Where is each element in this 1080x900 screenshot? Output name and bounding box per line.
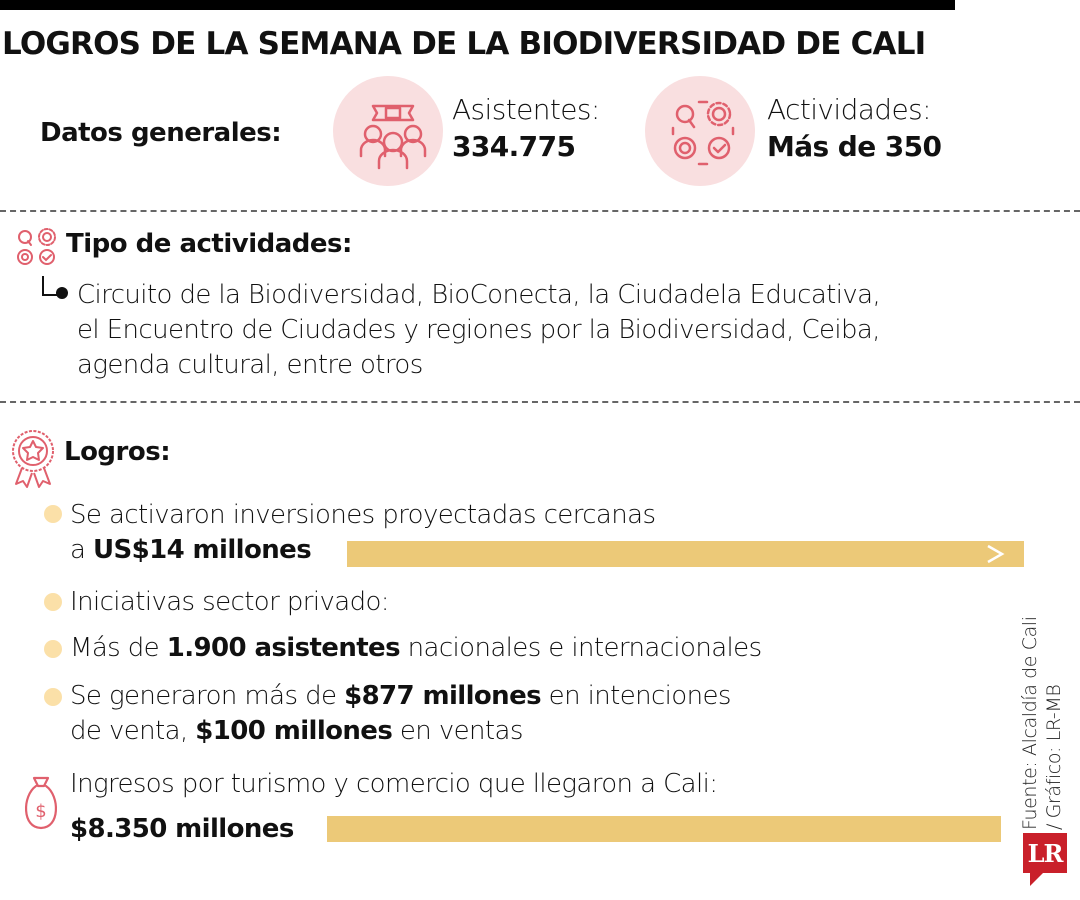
source-credit: Fuente: Alcaldía de Cali / Gráfico: LR-M… [1019, 616, 1065, 830]
attendees-label: Asistentes: [452, 93, 600, 126]
investments-bar [347, 541, 1024, 567]
income-bar [327, 816, 1001, 842]
award-ribbon-icon [10, 428, 56, 490]
achievement-private-sector: Iniciativas sector privado: [70, 587, 390, 617]
bullet-dot [44, 688, 62, 706]
money-bag-icon: $ [18, 772, 64, 832]
activities-icon [645, 76, 755, 186]
bullet-dot [44, 505, 62, 523]
income-label: Ingresos por turismo y comercio que lleg… [70, 769, 718, 799]
achievement-investments: Se activaron inversiones proyectadas cer… [70, 500, 656, 565]
attendees-icon [333, 76, 443, 186]
activities-title: Tipo de actividades: [66, 229, 352, 259]
page-title: LOGROS DE LA SEMANA DE LA BIODIVERSIDAD … [2, 26, 926, 62]
activities-list: Circuito de la Biodiversidad, BioConecta… [77, 280, 881, 380]
activities-label: Actividades: [767, 93, 932, 126]
income-value: $8.350 millones [70, 814, 294, 844]
activities-small-icon [14, 226, 60, 268]
general-data-label: Datos generales: [40, 118, 282, 148]
bullet-dot [56, 287, 68, 299]
achievements-title: Logros: [64, 437, 171, 467]
svg-text:$: $ [35, 801, 46, 822]
divider [0, 401, 1080, 403]
achievement-sales: Se generaron más de $877 millones en int… [70, 681, 731, 746]
arrow-right-icon [987, 544, 1005, 564]
connector-line [42, 276, 58, 296]
activities-value: Más de 350 [767, 130, 942, 163]
divider [0, 210, 1080, 212]
bullet-dot [44, 593, 62, 611]
bullet-dot [44, 640, 62, 658]
top-rule [0, 0, 955, 10]
achievement-attendees: Más de 1.900 asistentes nacionales e int… [70, 633, 762, 663]
lr-logo-tail [1030, 872, 1044, 886]
attendees-value: 334.775 [452, 130, 576, 163]
lr-logo: LR [1023, 833, 1067, 873]
